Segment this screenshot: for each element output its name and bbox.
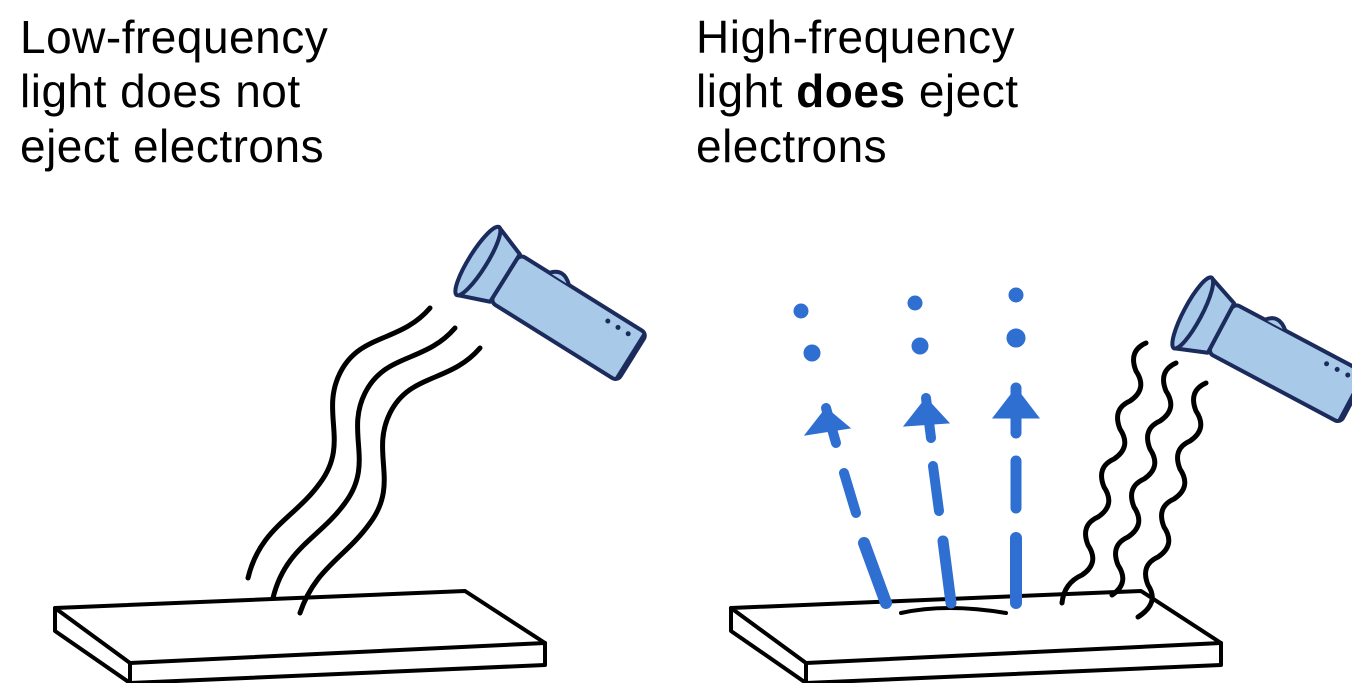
electron-arrow-3 <box>993 288 1039 603</box>
electron-arrow-2 <box>904 296 951 603</box>
flashlight-left <box>449 222 653 391</box>
scene-high-frequency <box>676 183 1352 683</box>
caption-low-frequency: Low-frequencylight does noteject electro… <box>20 10 328 173</box>
electron-arrow-1 <box>794 304 886 603</box>
plate-left <box>55 591 545 683</box>
ejected-electrons <box>794 288 1039 603</box>
impact-mark <box>901 608 1006 613</box>
panel-low-frequency: Low-frequencylight does noteject electro… <box>0 0 676 683</box>
caption-bold: does <box>796 65 905 117</box>
light-waves-high <box>1062 343 1206 617</box>
light-waves-low <box>248 308 480 613</box>
caption-high-frequency: High-frequencylight does ejectelectrons <box>696 10 1019 173</box>
panel-high-frequency: High-frequencylight does ejectelectrons <box>676 0 1352 683</box>
caption-text: Low-frequencylight does noteject electro… <box>20 11 328 172</box>
scene-low-frequency <box>0 183 676 683</box>
